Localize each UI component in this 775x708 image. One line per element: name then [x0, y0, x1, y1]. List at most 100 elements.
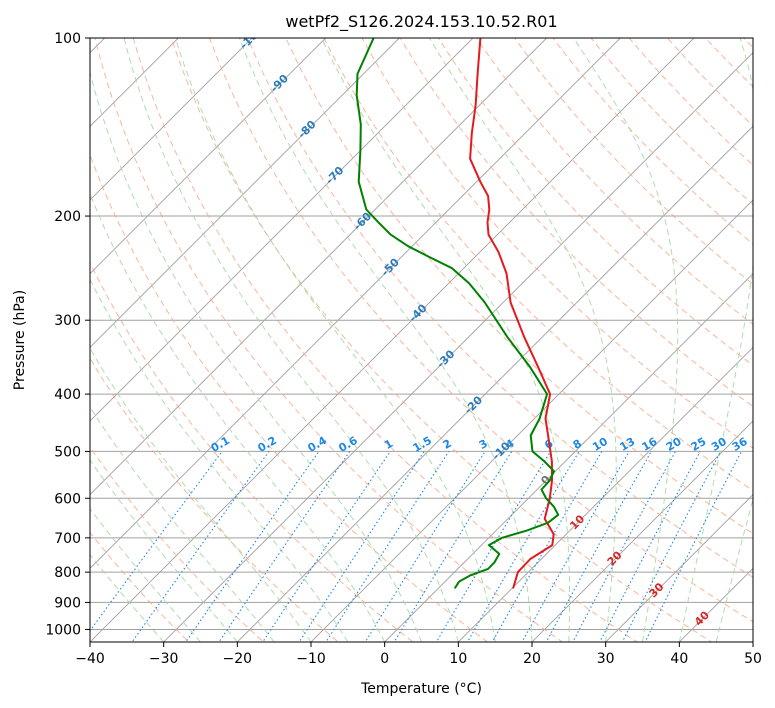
- mixing-ratio-line: [644, 451, 742, 642]
- isotherm-line: [90, 38, 179, 127]
- moist-adiabat-line: [90, 70, 422, 642]
- mixing-ratio-line: [435, 451, 552, 642]
- dry-adiabat-line: [90, 446, 265, 642]
- moist-adiabat-line: [174, 38, 496, 642]
- dry-adiabat-line: [170, 38, 713, 642]
- isotherm-line: [90, 38, 695, 642]
- x-tick-label: −20: [223, 651, 253, 667]
- isotherm-line: [90, 38, 400, 348]
- isotherm-label: 20: [605, 548, 625, 568]
- dry-adiabat-line: [666, 38, 753, 127]
- x-tick-label: −40: [75, 651, 105, 667]
- dry-adiabat-line: [476, 38, 753, 326]
- mixing-ratio-line: [364, 451, 486, 642]
- isotherm-label: -20: [462, 393, 485, 416]
- y-tick-label: 700: [54, 531, 81, 547]
- isotherm-line: [0, 11, 58, 654]
- moist-adiabat-line: [90, 347, 312, 642]
- isotherm-line: [531, 420, 753, 642]
- isotherm-line: [236, 125, 753, 642]
- isotherm-line: [457, 346, 753, 642]
- dry-adiabat-line: [285, 38, 753, 535]
- isotherm-line: [384, 273, 753, 642]
- dry-adiabat-line: [323, 38, 753, 492]
- dry-adiabat-line: [361, 38, 753, 449]
- dry-adiabat-line: [755, 11, 775, 654]
- y-tick-label: 600: [54, 491, 81, 507]
- mixing-ratio-line: [218, 451, 351, 642]
- temperature-profile-line: [469, 38, 555, 589]
- dry-adiabat-line: [399, 38, 753, 408]
- isotherm-line: [90, 38, 253, 201]
- mixing-ratio-line: [131, 451, 270, 642]
- dry-adiabat-line: [628, 38, 753, 166]
- dry-adiabat-line: [132, 38, 638, 642]
- y-tick-label: 800: [54, 565, 81, 581]
- dry-adiabat-line: [90, 531, 190, 642]
- isotherm-line: [605, 494, 753, 642]
- y-tick-label: 200: [54, 209, 81, 225]
- background-line-labels: 0.1 0.2 0.4 0.6 1 1.5 2 3 4 6 8 10 13 16 20 25 30 36-100-…: [209, 38, 750, 629]
- y-tick-label: 900: [54, 595, 81, 611]
- x-tick-label: 20: [523, 651, 541, 667]
- dry-adiabat-line: [208, 38, 753, 623]
- moist-adiabat-line: [90, 192, 386, 642]
- dry-adiabat-line: [247, 38, 753, 578]
- isotherm-line: [90, 38, 327, 275]
- mixing-ratio-line: [466, 451, 580, 642]
- y-tick-label: 1000: [45, 622, 81, 638]
- x-tick-label: 30: [597, 651, 615, 667]
- dry-adiabat-line: [704, 38, 753, 88]
- y-tick-label: 500: [54, 444, 81, 460]
- dry-adiabat-line: [514, 38, 753, 285]
- isotherm-label: -70: [323, 164, 346, 187]
- moist-adiabat-line: [90, 459, 238, 642]
- isotherm-label: -80: [295, 118, 318, 141]
- isotherm-label: -50: [379, 255, 402, 278]
- y-axis-label: Pressure (hPa): [12, 290, 28, 390]
- x-axis-label: Temperature (°C): [360, 681, 482, 697]
- moist-adiabat-line: [238, 38, 533, 642]
- mixing-ratio-line: [262, 451, 391, 642]
- moist-adiabat-line: [90, 553, 165, 642]
- isotherm-label: 40: [692, 608, 712, 628]
- dry-adiabat-line: [743, 38, 753, 49]
- moist-adiabat-line: [429, 38, 617, 642]
- mixing-ratio-line: [325, 451, 450, 642]
- isotherm-line: [310, 199, 753, 642]
- x-tick-label: 40: [670, 651, 688, 667]
- x-tick-label: −10: [296, 651, 326, 667]
- y-axis-ticks: 100 200 300 400 500 600 700 800 900 1000: [45, 31, 90, 638]
- dewpoint-profile-line: [355, 38, 560, 589]
- x-axis-ticks: −40 −30 −20 −10 0 10 20 30 40 50: [75, 642, 762, 667]
- mixing-ratio-label: 2: [441, 437, 454, 452]
- moist-adiabat-line: [90, 507, 201, 642]
- x-tick-label: −30: [149, 651, 179, 667]
- isotherm-line: [678, 567, 753, 642]
- moist-adiabat-line: [715, 497, 753, 642]
- mixing-ratio-line: [90, 451, 223, 632]
- isotherm-label: -30: [434, 347, 457, 370]
- moist-adiabat-line: [123, 38, 459, 642]
- background-lines: [0, 11, 775, 654]
- isotherm-line: [90, 38, 474, 422]
- mixing-ratio-line: [545, 451, 652, 642]
- y-tick-label: 300: [54, 313, 81, 329]
- dry-adiabat-line: [90, 261, 414, 642]
- chart-title: wetPf2_S126.2024.153.10.52.R01: [285, 12, 557, 32]
- dry-adiabat-line: [90, 357, 340, 642]
- moist-adiabat-line: [573, 38, 679, 642]
- moist-adiabat-line: [321, 38, 571, 642]
- x-tick-label: 0: [380, 651, 389, 667]
- isotherm-line: [90, 38, 548, 496]
- x-tick-label: 10: [449, 651, 467, 667]
- isotherm-line: [752, 641, 753, 642]
- mixing-ratio-line: [572, 451, 676, 642]
- moist-adiabat-line: [90, 406, 275, 642]
- mixing-ratio-line: [521, 451, 630, 642]
- mixing-ratio-line: [393, 451, 513, 642]
- profile-lines: [355, 38, 560, 589]
- isotherm-label: -90: [268, 72, 291, 95]
- mixing-ratio-line: [298, 451, 425, 642]
